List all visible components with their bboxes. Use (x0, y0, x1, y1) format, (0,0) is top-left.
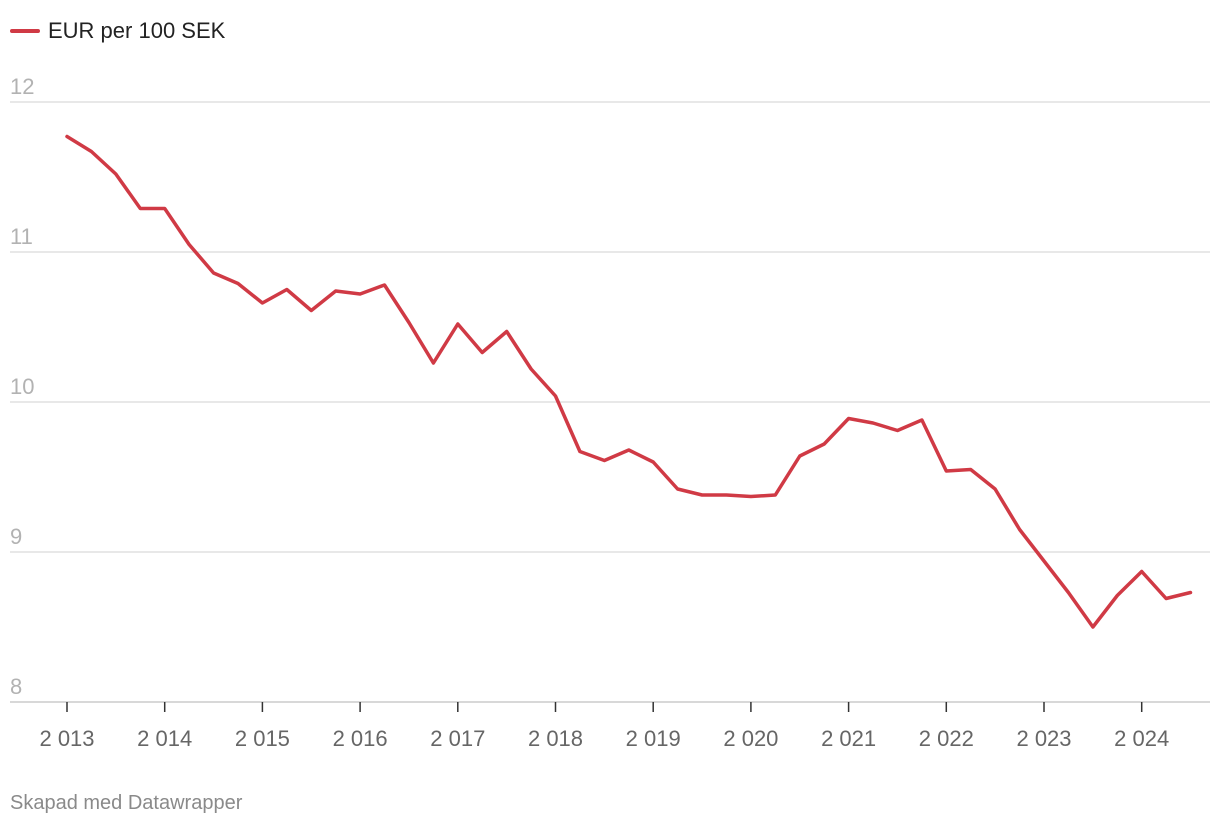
legend: EUR per 100 SEK (10, 16, 225, 46)
y-tick-label-12: 12 (10, 74, 34, 99)
x-tick-label-2017: 2 017 (430, 726, 485, 751)
x-tick-label-2019: 2 019 (626, 726, 681, 751)
legend-label: EUR per 100 SEK (48, 18, 226, 43)
credit-text: Skapad med Datawrapper (10, 792, 243, 814)
x-tick-label-2014: 2 014 (137, 726, 192, 751)
series-line-0 (65, 134, 1193, 629)
x-tick-label-2022: 2 022 (919, 726, 974, 751)
y-tick-label-11: 11 (10, 224, 33, 249)
x-tick-label-2024: 2 024 (1114, 726, 1169, 751)
y-tick-label-10: 10 (10, 374, 34, 399)
x-tick-label-2015: 2 015 (235, 726, 290, 751)
legend-swatch (10, 29, 40, 33)
y-tick-label-8: 8 (10, 674, 22, 699)
x-tick-label-2016: 2 016 (333, 726, 388, 751)
y-tick-label-9: 9 (10, 524, 22, 549)
x-tick-label-2013: 2 013 (39, 726, 94, 751)
x-tick-label-2023: 2 023 (1016, 726, 1071, 751)
x-tick-label-2018: 2 018 (528, 726, 583, 751)
x-tick-label-2021: 2 021 (821, 726, 876, 751)
x-tick-label-2020: 2 020 (723, 726, 778, 751)
